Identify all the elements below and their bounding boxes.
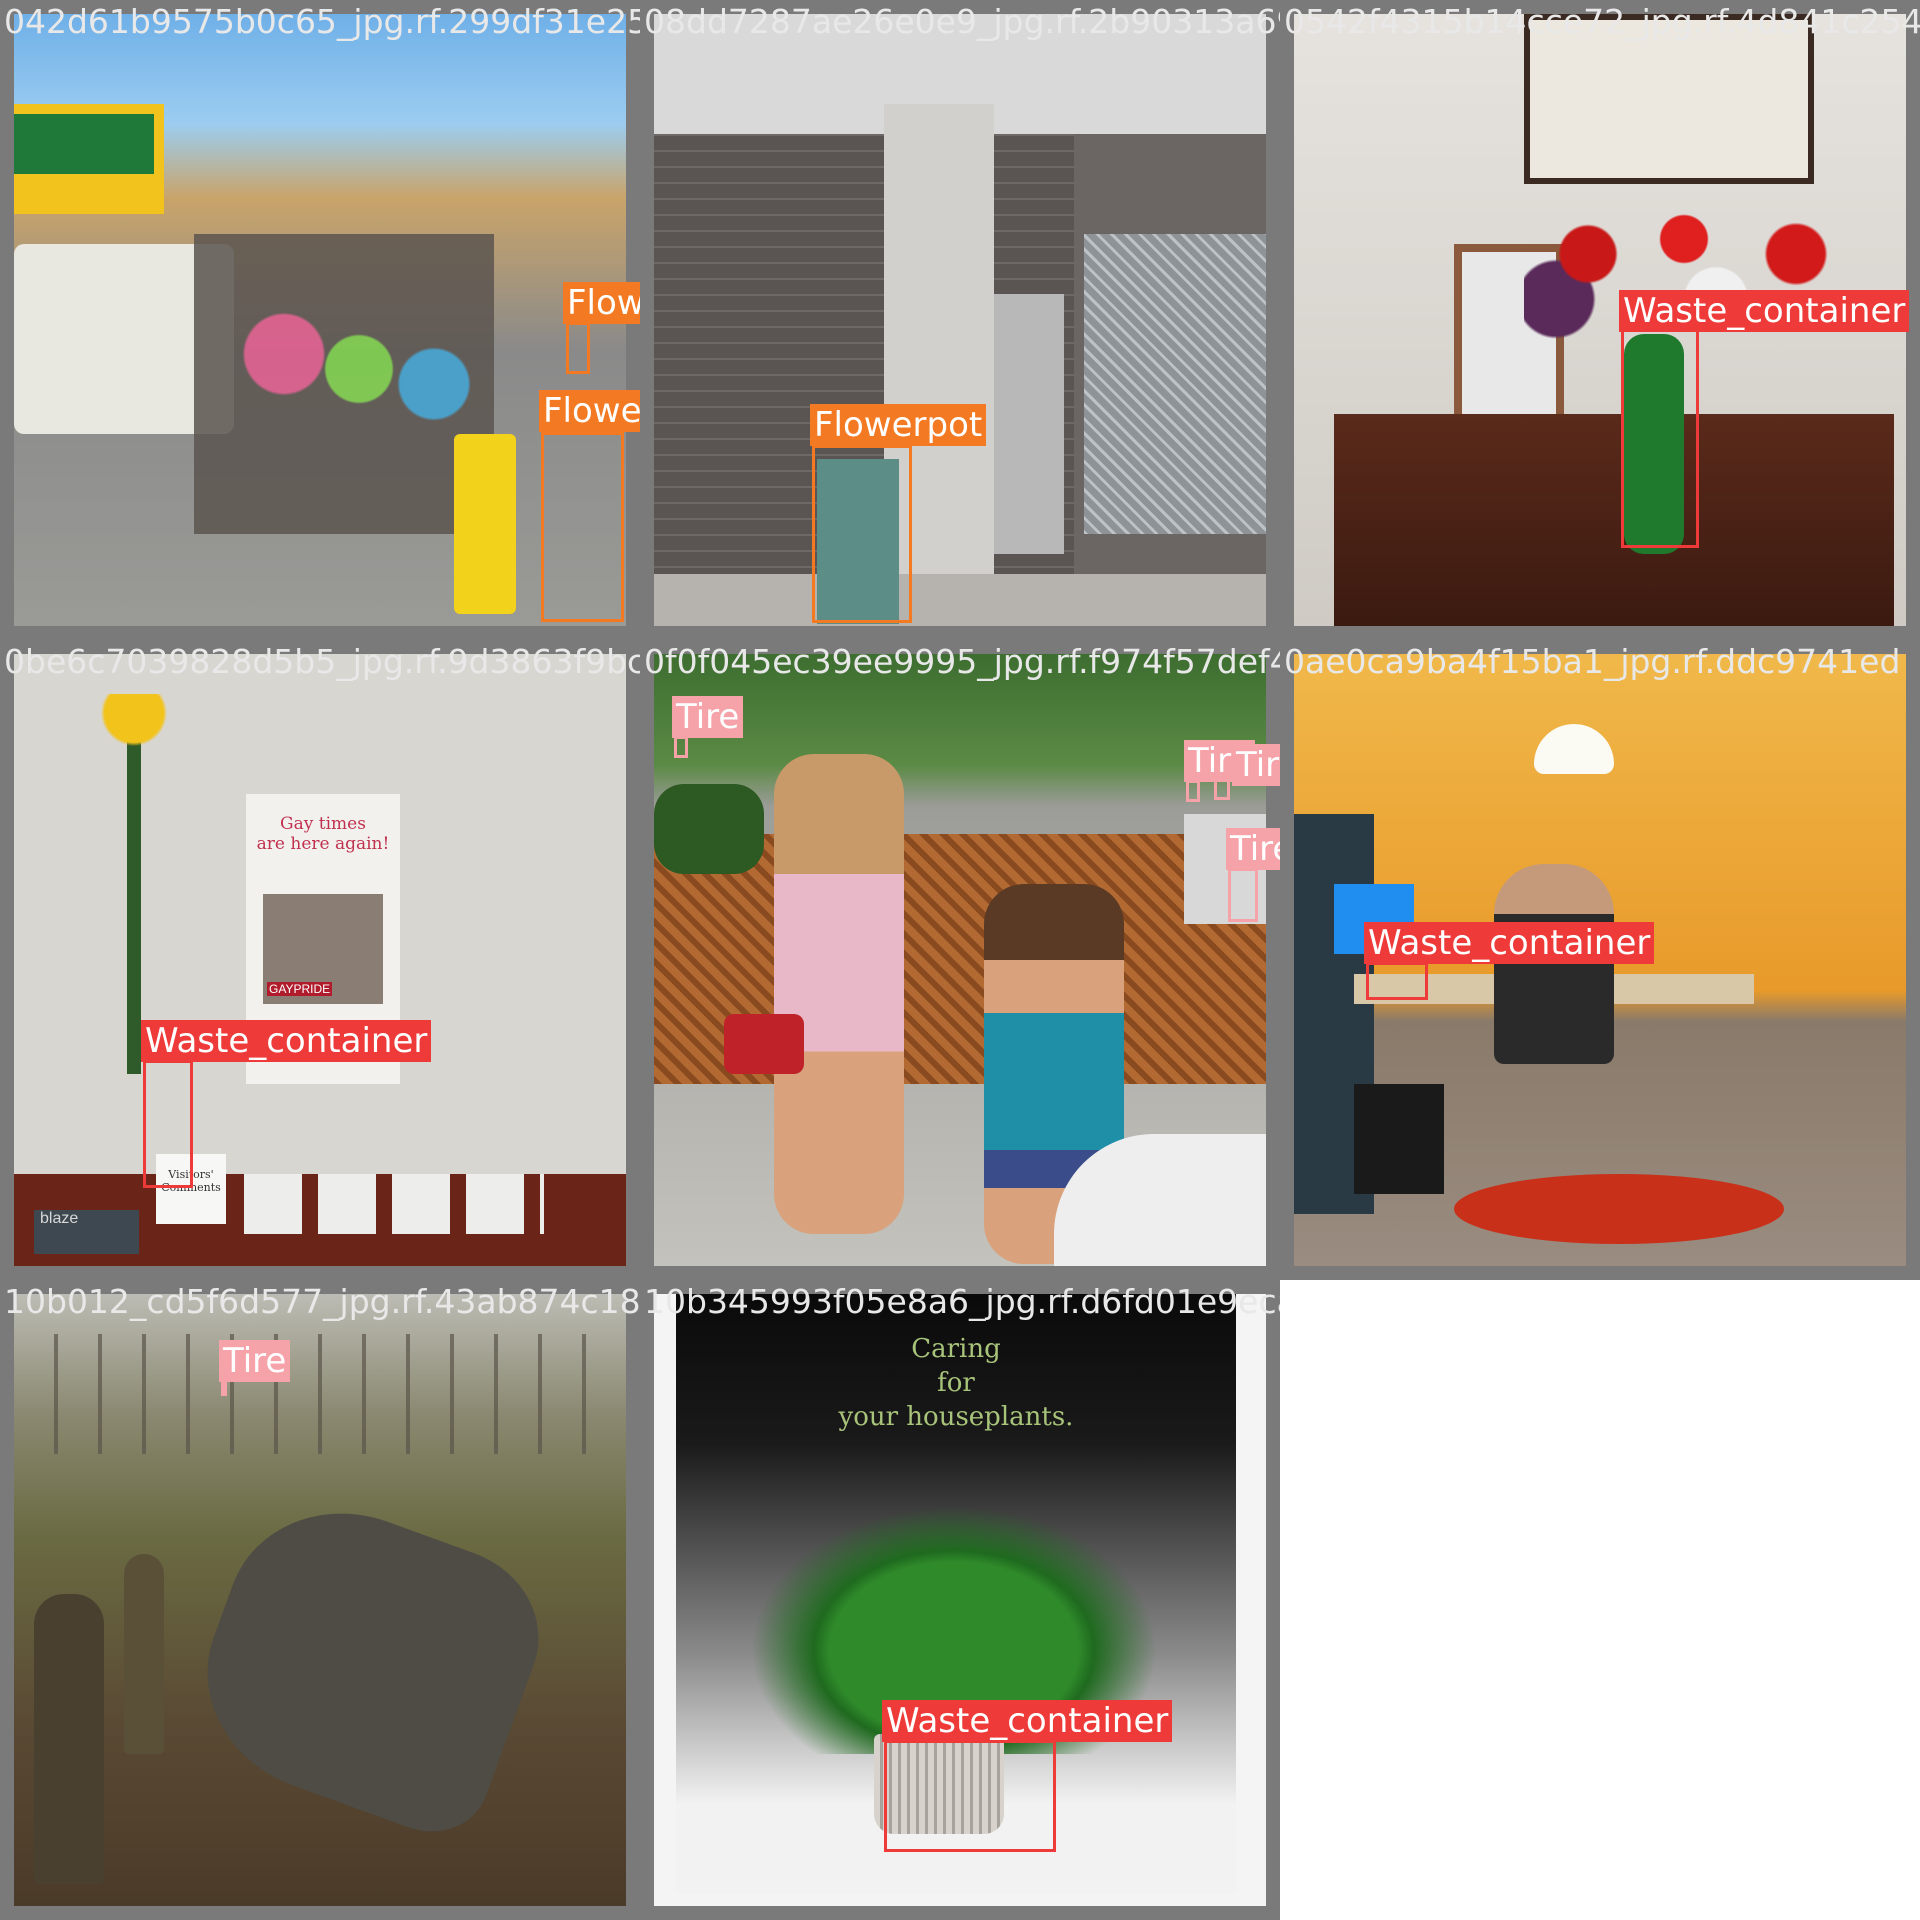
bbox-label-flowerpot-1: Flowerpot <box>563 282 640 324</box>
black-bin <box>1354 1084 1444 1194</box>
door <box>994 294 1064 554</box>
trees <box>14 1334 626 1454</box>
fence-area <box>1084 234 1266 534</box>
magazine-title: blaze <box>40 1210 79 1227</box>
image-filename: 0be6c7039828d5b5_jpg.rf.9d3863f9bc <box>4 642 640 681</box>
bbox-label-flowerpot-3: Flowerpot <box>810 404 987 446</box>
photo-street-girls <box>654 654 1266 1266</box>
green-bin <box>817 459 899 624</box>
image-filename: 0ae0ca9ba4f15ba1_jpg.rf.ddc9741ed <box>1284 642 1901 681</box>
bbox-label-waste-container-2: Waste_container <box>141 1020 432 1062</box>
green-vase <box>1624 334 1684 554</box>
woman-dress <box>774 754 904 1234</box>
image-filename: 10b345993f05e8a6_jpg.rf.d6fd01e9eca9a70d <box>644 1282 1280 1321</box>
bbox-waste-container-2 <box>143 1060 193 1188</box>
pillar <box>884 104 994 624</box>
bbox-label-tire-4: Tire <box>1226 828 1280 870</box>
grid-tile-8: Caring for your houseplants. 10b345993f0… <box>640 1280 1280 1920</box>
magazine: blaze <box>34 1210 139 1254</box>
white-car-front <box>1054 1134 1266 1266</box>
wooden-table <box>1334 414 1894 626</box>
photo-houseplant-poster: Caring for your houseplants. <box>654 1294 1266 1906</box>
bbox-label-tire-1: Tire <box>672 696 744 738</box>
bbox-flowerpot-1 <box>566 322 590 374</box>
bbox-tire-1 <box>674 736 688 758</box>
grid-tile-4: Gay times are here again! GAYPRIDE Visit… <box>0 640 640 1280</box>
bbox-label-waste-container-4: Waste_container <box>882 1700 1173 1742</box>
bbox-label-tire-3: Tire <box>1232 744 1280 786</box>
poster-subtitle: are here again! <box>256 834 390 854</box>
bbox-label-flowerpot-2: Flowerpot <box>539 390 640 432</box>
poster-line-2: for <box>937 1368 975 1398</box>
image-filename: 08dd7287ae26e0e9_jpg.rf.2b90313a69b9 <box>644 2 1280 41</box>
grid-tile-6: 0ae0ca9ba4f15ba1_jpg.rf.ddc9741ed Waste_… <box>1280 640 1920 1280</box>
pendant-lamp <box>1534 724 1614 774</box>
poster-line-1: Caring <box>911 1334 1001 1364</box>
grid-tile-3: 0542f4315b14cce72_jpg.rf.4d841c2542 Wast… <box>1280 0 1920 640</box>
crowd <box>194 234 494 534</box>
bbox-waste-container-4 <box>884 1740 1056 1852</box>
soldier-1 <box>34 1594 104 1884</box>
image-filename: 10b012_cd5f6d577_jpg.rf.43ab874c187 <box>4 1282 640 1321</box>
red-rug <box>1454 1174 1784 1244</box>
photo-exhibition-table: Gay times are here again! GAYPRIDE Visit… <box>14 654 626 1266</box>
soldier-2 <box>124 1554 164 1754</box>
image-filename: 042d61b9575b0c65_jpg.rf.299df31e25 <box>4 2 640 41</box>
sidewalk <box>654 574 1266 626</box>
hedge <box>654 784 764 874</box>
photo-building-corner <box>654 14 1266 626</box>
bbox-tire-2 <box>1186 780 1200 802</box>
photo-office <box>1294 654 1906 1266</box>
wall-painting <box>1524 14 1814 184</box>
man-seated <box>1494 864 1614 1064</box>
bbox-flowerpot-2 <box>541 432 624 622</box>
image-filename: 0f0f045ec39ee9995_jpg.rf.f974f57def4d <box>644 642 1280 681</box>
image-filename: 0542f4315b14cce72_jpg.rf.4d841c2542 <box>1284 2 1920 41</box>
bbox-waste-container-3 <box>1366 962 1428 1000</box>
yellow-bin <box>454 434 516 614</box>
poster-title: Gay times <box>280 814 366 834</box>
bbox-label-waste-container-3: Waste_container <box>1364 922 1655 964</box>
flower-arrangement <box>64 694 204 1074</box>
bbox-tire-4 <box>1228 868 1258 922</box>
bbox-label-waste-container-1: Waste_container <box>1619 290 1910 332</box>
poster-line-3: your houseplants. <box>838 1402 1074 1432</box>
leaflets <box>244 1174 544 1234</box>
bbox-flowerpot-3 <box>812 445 912 623</box>
poster-banner: GAYPRIDE <box>267 982 333 996</box>
red-handbag <box>724 1014 804 1074</box>
grid-tile-1: 042d61b9575b0c65_jpg.rf.299df31e25 Flowe… <box>0 0 640 640</box>
plant-pot <box>874 1734 1004 1834</box>
bbox-tire-5 <box>221 1380 227 1396</box>
grid-tile-2: 08dd7287ae26e0e9_jpg.rf.2b90313a69b9 Flo… <box>640 0 1280 640</box>
photo-battlefield <box>14 1294 626 1906</box>
poster-photo: GAYPRIDE <box>263 894 383 1004</box>
grid-tile-7: 10b012_cd5f6d577_jpg.rf.43ab874c187 Tire <box>0 1280 640 1920</box>
photo-fair-street <box>14 14 626 626</box>
stall-sign-green <box>14 114 154 174</box>
destroyed-tank <box>175 1479 563 1849</box>
grid-tile-5: 0f0f045ec39ee9995_jpg.rf.f974f57def4d Ti… <box>640 640 1280 1280</box>
bbox-waste-container-1 <box>1621 328 1699 548</box>
bbox-label-tire-5: Tire <box>219 1340 291 1382</box>
